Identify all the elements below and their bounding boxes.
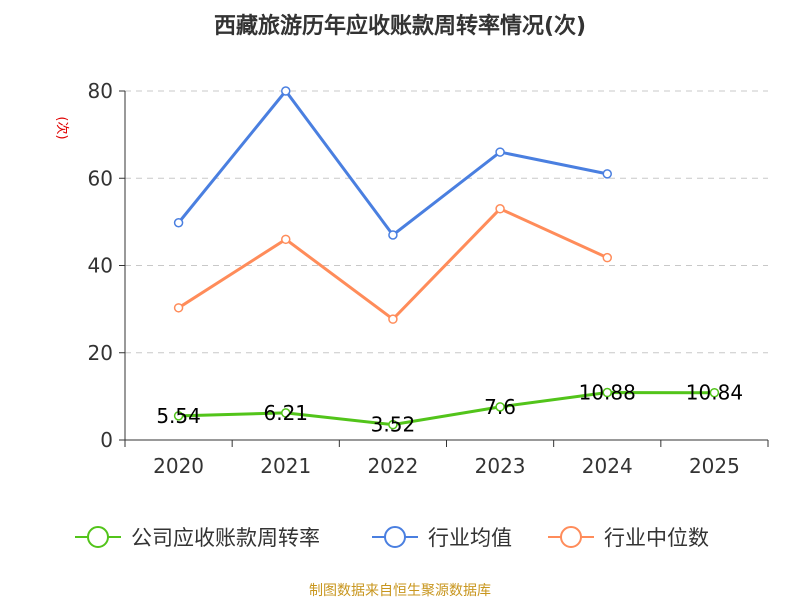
y-tick-label: 40 [88,254,113,278]
y-tick-label: 60 [88,166,113,190]
data-label: 7.6 [484,395,516,419]
data-point [173,217,184,228]
x-tick-label: 2024 [582,454,633,478]
data-point [495,402,505,412]
data-label: 3.52 [371,413,416,437]
series-line [178,391,715,427]
data-point [281,408,291,418]
data-point [602,252,612,263]
data-label: 6.21 [263,401,308,425]
legend-label: 行业均值 [428,526,512,550]
data-point [388,314,398,324]
data-label: 10.84 [686,381,743,405]
data-point [602,169,612,179]
x-tick-label: 2021 [260,454,311,478]
legend-marker [87,526,109,548]
data-point [281,234,291,245]
y-axis-label: (次) [54,116,70,139]
data-point [388,419,398,430]
data-point [173,411,184,421]
data-point [281,86,291,96]
y-tick-label: 0 [100,428,113,452]
x-tick-label: 2022 [367,454,418,478]
data-point [495,204,505,214]
chart-title: 西藏旅游历年应收账款周转率情况(次) [214,13,586,39]
x-tick-label: 2025 [689,454,740,478]
x-tick-label: 2023 [475,454,526,478]
legend-marker [384,526,406,548]
series-line [177,88,608,238]
y-tick-label: 20 [88,341,113,365]
legend-label: 行业中位数 [604,526,709,550]
data-point [495,147,505,157]
data-point [709,387,720,398]
legend-marker [560,526,582,548]
series-line [177,206,608,322]
data-point [602,387,612,398]
data-point [388,230,398,240]
y-tick-label: 80 [88,79,113,103]
x-tick-label: 2020 [153,454,204,478]
data-label: 5.54 [156,404,201,428]
legend-label: 公司应收账款周转率 [131,526,320,550]
source-footer: 制图数据来自恒生聚源数据库 [309,583,491,599]
data-label: 10.88 [579,381,636,405]
data-point [173,303,184,313]
